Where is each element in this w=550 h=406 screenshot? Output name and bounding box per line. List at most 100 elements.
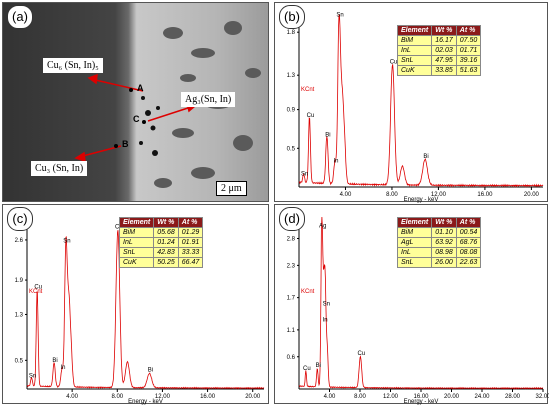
table-header-wt: Wt % <box>153 217 179 228</box>
table-cell: BiM <box>396 35 433 46</box>
table-cell: 63.92 <box>431 237 457 248</box>
panel-b-label: (b) <box>279 5 305 29</box>
sem-arrows <box>74 73 197 163</box>
peak-label: Bi <box>52 358 57 364</box>
y-tick-label: 0.6 <box>287 355 296 361</box>
x-axis-label: Energy - keV <box>404 197 439 203</box>
y-tick-label: 2.6 <box>15 238 24 244</box>
peak-label: In <box>323 318 328 324</box>
x-tick-label: 4.00 <box>324 394 336 400</box>
y-tick-label: 1.3 <box>287 73 296 79</box>
peak-label: Sn <box>63 239 70 245</box>
peak-label: Bi <box>325 133 330 139</box>
x-tick-label: 12.00 <box>431 192 447 198</box>
y-tick-label: 1.7 <box>287 296 296 302</box>
x-axis-label: Energy - keV <box>128 399 163 405</box>
spectrum-line <box>298 216 544 390</box>
point-a-label: A <box>137 83 144 93</box>
panel-a-label: (a) <box>7 5 33 29</box>
y-tick-label: 2.8 <box>287 237 296 243</box>
x-tick-label: 20.00 <box>524 192 540 198</box>
peak-label: Sn <box>323 301 330 307</box>
y-tick-label: 1.8 <box>287 30 296 36</box>
table-cell: 16.17 <box>431 35 457 46</box>
y-tick-label: 1.1 <box>287 328 296 334</box>
peak-label: Cu <box>115 224 123 230</box>
peak-label: Bi <box>423 154 428 160</box>
peak-label: Bi <box>148 368 153 374</box>
x-tick-label: 24.00 <box>474 394 490 400</box>
table-cell: 08.98 <box>431 247 457 258</box>
y-tick-label: 0.5 <box>15 358 24 364</box>
table-header-at: At % <box>455 217 482 228</box>
y-tick-label: 0.5 <box>287 146 296 152</box>
table-header-element: Element <box>396 25 433 36</box>
table-cell: 22.63 <box>455 257 482 268</box>
table-cell: SnL <box>396 55 433 66</box>
eds-spectrum-d: 4.00 8.00 12.00 16.00 20.00 24.00 28.00 32.00 0.… <box>287 216 549 405</box>
table-cell: 33.33 <box>177 247 204 258</box>
composition-table-b: Element Wt % At % BiM 16.17 07.50 InL 02.03… <box>396 25 482 76</box>
y-tick-label: 0.9 <box>287 108 296 114</box>
peak-label: Cu <box>303 366 311 372</box>
table-cell: 01.91 <box>177 237 204 248</box>
table-cell: 47.95 <box>431 55 457 66</box>
point-c-label: C <box>133 114 140 124</box>
point-b-label: B <box>122 139 129 149</box>
peak-label: Bi <box>316 363 321 369</box>
x-tick-label: 20.00 <box>444 394 460 400</box>
x-axis-label: Energy - keV <box>404 399 439 405</box>
x-tick-label: 12.00 <box>383 394 399 400</box>
eds-spectrum-c: 4.00 8.00 12.00 16.00 20.00 0.5 1.3 1.9 2.6 Energ… <box>15 217 265 405</box>
peak-label: In <box>334 159 339 165</box>
x-tick-label: 16.00 <box>200 394 216 400</box>
x-tick-label: 28.00 <box>505 394 521 400</box>
table-cell: 07.50 <box>455 35 482 46</box>
table-cell: 42.83 <box>153 247 179 258</box>
peak-label: In <box>60 365 65 371</box>
x-tick-label: 8.00 <box>111 394 123 400</box>
table-header-at: At % <box>177 217 204 228</box>
peak-label: Cu <box>307 113 315 119</box>
peak-label: Cu <box>34 285 42 291</box>
table-cell: 26.00 <box>431 257 457 268</box>
table-cell: BiM <box>118 227 155 238</box>
x-tick-label: 8.00 <box>354 394 366 400</box>
sem-point-dots <box>114 88 146 148</box>
peak-label: Sn <box>336 12 343 18</box>
y-tick-label: 1.9 <box>15 278 24 284</box>
cu3-sn-in-annotation: Cu₃ (Sn, In) <box>31 161 88 176</box>
panel-d-label: (d) <box>279 207 305 231</box>
x-tick-label: 32.00 <box>535 394 549 400</box>
composition-table-c: Element Wt % At % BiM 05.68 01.29 InL 01.24… <box>118 217 204 268</box>
eds-spectrum-b: 4.00 8.00 12.00 16.00 20.00 0.5 0.9 1.3 1.8 Energ… <box>287 12 544 203</box>
cu6-sn-in-annotation: Cu₆ (Sn, In)₅ <box>43 58 103 73</box>
sem-image-panel: (a) Cu₆ (Sn, In)₅ Ag₃(Sn, In) Cu₃ (Sn, I… <box>2 2 269 202</box>
spectrum-line <box>26 230 265 390</box>
table-cell: 01.24 <box>153 237 179 248</box>
table-cell: 39.16 <box>455 55 482 66</box>
x-tick-label: 16.00 <box>477 192 493 198</box>
peak-label: Cu <box>358 351 366 357</box>
panel-c-label: (c) <box>7 207 33 231</box>
table-cell: 68.76 <box>455 237 482 248</box>
y-axis-label: KCnt <box>301 87 315 93</box>
x-tick-label: 8.00 <box>386 192 398 198</box>
peak-label: Ag <box>319 223 326 229</box>
table-cell: InL <box>396 247 433 258</box>
table-header-element: Element <box>396 217 433 228</box>
table-cell: AgL <box>396 237 433 248</box>
y-tick-label: 2.3 <box>287 263 296 269</box>
table-cell: BiM <box>396 227 433 238</box>
x-tick-label: 4.00 <box>340 192 352 198</box>
table-header-at: At % <box>455 25 482 36</box>
x-tick-label: 16.00 <box>413 394 429 400</box>
eds-panel-b: 4.00 8.00 12.00 16.00 20.00 0.5 0.9 1.3 1.8 Energ… <box>274 2 548 203</box>
ag3-sn-in-annotation: Ag₃(Sn, In) <box>181 92 236 107</box>
table-cell: SnL <box>396 257 433 268</box>
table-cell: 05.68 <box>153 227 179 238</box>
y-tick-label: 1.3 <box>15 312 24 318</box>
table-cell: 33.85 <box>431 65 457 76</box>
sem-boundary-pits <box>139 96 160 156</box>
table-cell: 50.25 <box>153 257 179 268</box>
